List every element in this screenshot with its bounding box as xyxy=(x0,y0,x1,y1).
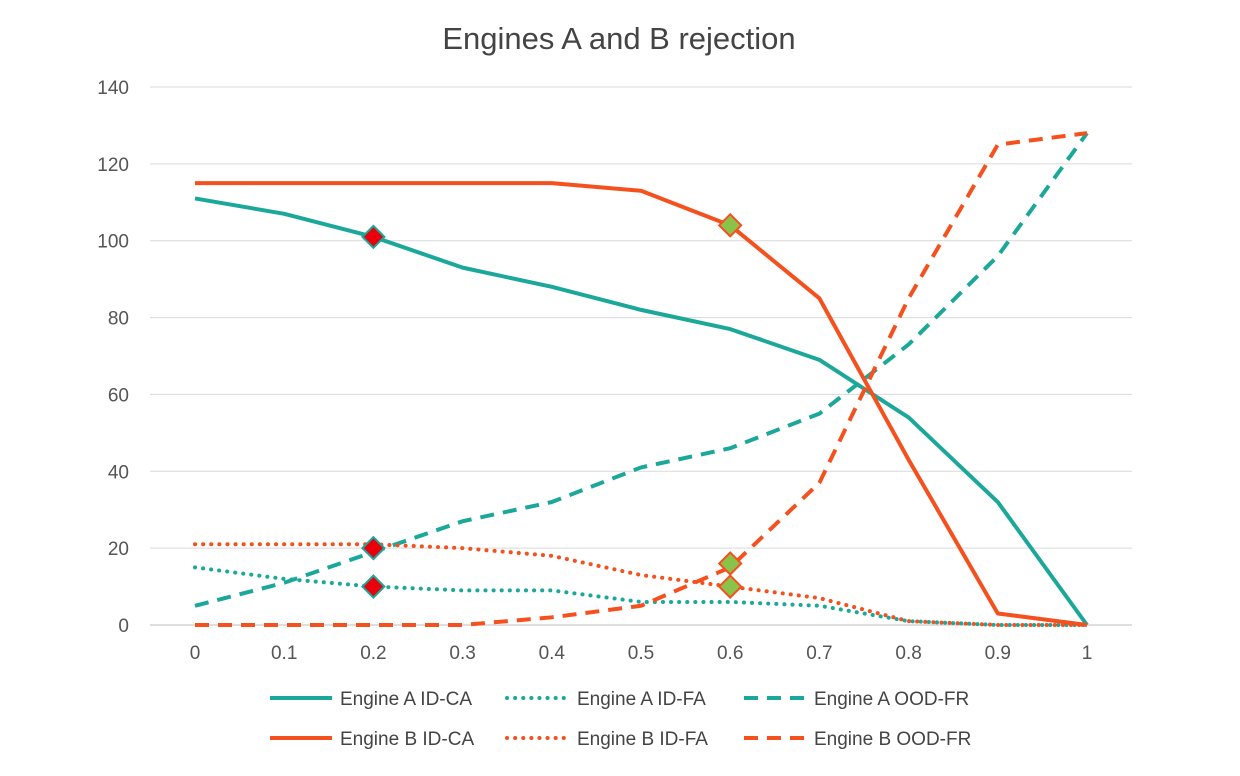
y-tick-label: 80 xyxy=(108,309,129,330)
x-tick-label: 0.8 xyxy=(895,643,921,664)
x-tick-label: 0.2 xyxy=(360,643,386,664)
highlight-marker xyxy=(360,535,386,561)
gridlines: 0 20 40 60 80 100 120 140 xyxy=(97,78,1132,637)
legend-item: Engine B OOD-FR xyxy=(744,729,971,750)
legend-label: Engine A OOD-FR xyxy=(814,689,969,710)
legend-item: Engine B ID-CA xyxy=(270,729,474,750)
y-tick-label: 0 xyxy=(118,616,129,637)
x-tick-label: 0.5 xyxy=(628,643,654,664)
x-tick-label: 0.7 xyxy=(806,643,832,664)
legend-label: Engine A ID-FA xyxy=(577,689,706,710)
series-line-engine-b-id-ca xyxy=(195,181,1088,627)
legend-item: Engine B ID-FA xyxy=(505,729,708,750)
x-tick-label: 0 xyxy=(190,643,201,664)
x-axis-ticks: 0 0.1 0.2 0.3 0.4 0.5 0.6 0.7 0.8 0.9 1 xyxy=(190,643,1093,664)
y-tick-label: 100 xyxy=(97,232,129,253)
series-lines xyxy=(193,131,1089,627)
legend-label: Engine B OOD-FR xyxy=(814,729,971,750)
y-tick-label: 120 xyxy=(97,155,129,176)
chart-title: Engines A and B rejection xyxy=(442,21,795,56)
highlight-marker xyxy=(360,574,386,599)
y-tick-label: 60 xyxy=(108,385,129,406)
series-line-engine-b-ood-fr xyxy=(195,131,1088,627)
series-line-engine-b-id-fa xyxy=(193,542,1089,627)
legend-item: Engine A ID-FA xyxy=(505,689,706,710)
legend-item: Engine A OOD-FR xyxy=(744,689,969,710)
y-tick-label: 140 xyxy=(97,78,129,99)
highlight-marker xyxy=(360,224,386,250)
series-line-engine-a-id-fa xyxy=(193,565,1089,627)
x-tick-label: 0.1 xyxy=(271,643,297,664)
series-line-engine-a-ood-fr xyxy=(194,131,1089,608)
highlight-marker xyxy=(717,574,743,599)
legend-item: Engine A ID-CA xyxy=(270,689,472,710)
legend: Engine A ID-CA Engine A ID-FA Engine A OOD… xyxy=(270,689,971,750)
highlight-markers xyxy=(360,212,743,599)
x-tick-label: 0.3 xyxy=(449,643,475,664)
x-tick-label: 1 xyxy=(1082,643,1093,664)
x-tick-label: 0.9 xyxy=(985,643,1011,664)
x-tick-label: 0.4 xyxy=(539,643,566,664)
legend-label: Engine B ID-CA xyxy=(340,729,474,750)
y-tick-label: 40 xyxy=(108,462,129,483)
legend-label: Engine A ID-CA xyxy=(340,689,472,710)
highlight-marker xyxy=(717,212,743,238)
y-tick-label: 20 xyxy=(108,539,129,560)
x-tick-label: 0.6 xyxy=(717,643,743,664)
legend-label: Engine B ID-FA xyxy=(577,729,708,750)
series-line-engine-a-id-ca xyxy=(194,196,1089,627)
